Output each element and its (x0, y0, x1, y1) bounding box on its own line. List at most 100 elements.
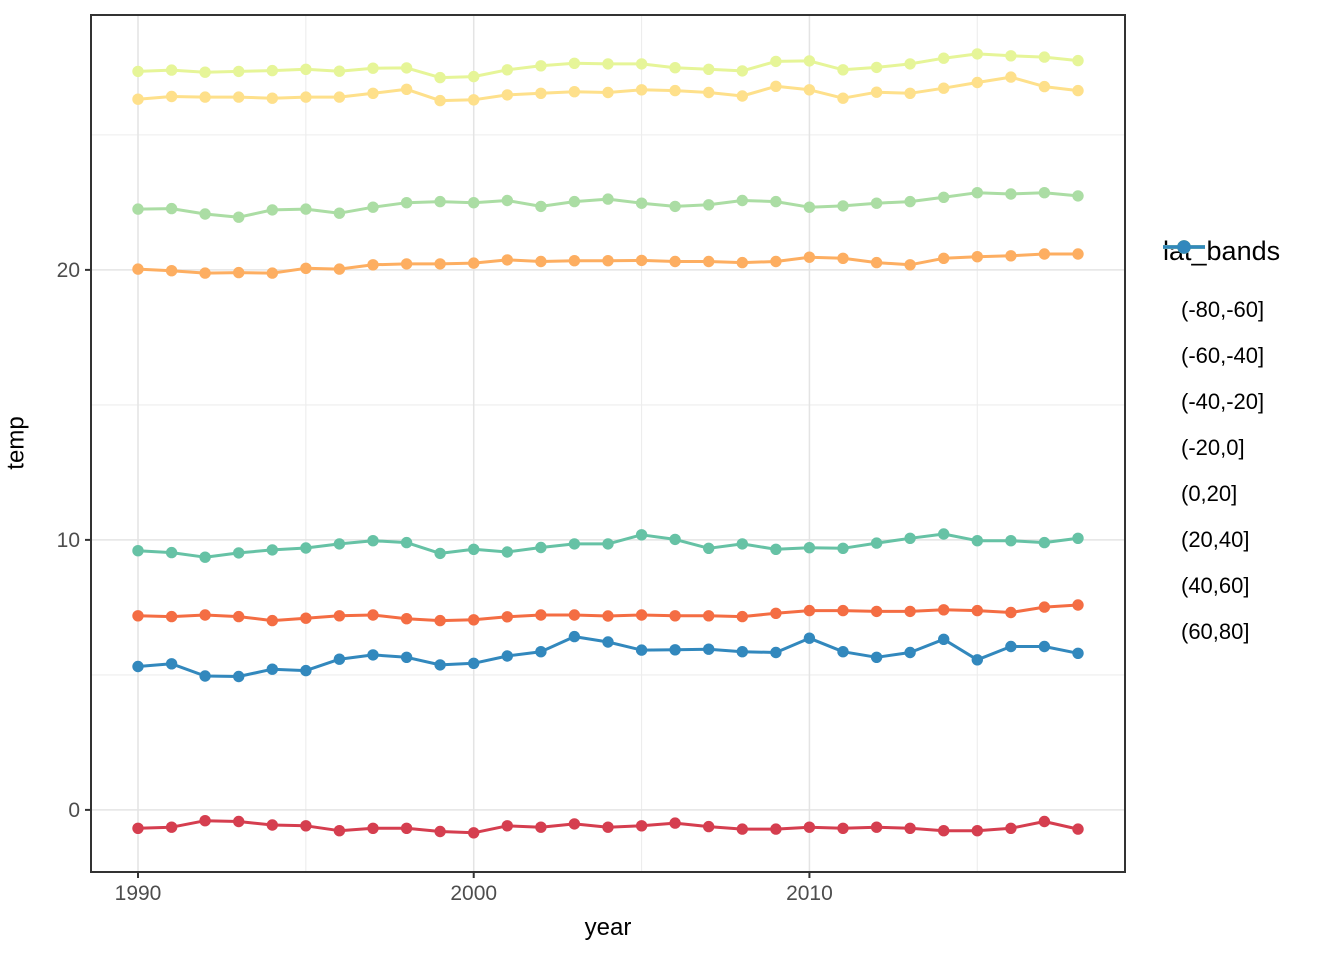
legend: lat_bands (-80,-60] (-60,-40] (-40,-20] (-2… (1163, 238, 1338, 655)
data-point (233, 266, 245, 279)
data-point (938, 604, 950, 616)
data-point (367, 259, 379, 271)
data-point (165, 610, 178, 623)
data-point (837, 92, 849, 104)
data-point (300, 612, 312, 624)
data-point (870, 821, 883, 833)
data-point (635, 644, 648, 656)
data-point (703, 820, 715, 833)
data-point (165, 658, 178, 670)
legend-item-label: (60,80] (1181, 619, 1250, 644)
data-point (736, 256, 748, 269)
data-point (736, 90, 748, 102)
data-point (837, 542, 849, 554)
y-axis-tick-label: 10 (57, 529, 80, 552)
data-point (568, 609, 581, 621)
data-point (837, 200, 849, 212)
data-point (333, 538, 346, 550)
data-point (468, 827, 480, 839)
data-point (971, 654, 983, 666)
x-axis-tick-label: 2010 (786, 882, 833, 905)
data-point (602, 86, 614, 99)
data-point (1038, 51, 1051, 63)
data-point (870, 197, 883, 209)
data-point (904, 195, 916, 208)
data-point (870, 86, 883, 98)
data-point (669, 200, 681, 213)
y-axis-tick-label: 20 (57, 259, 80, 282)
data-point (132, 263, 144, 275)
data-point (703, 542, 715, 554)
data-point (1005, 822, 1017, 834)
data-point (300, 91, 312, 103)
data-point (971, 76, 983, 89)
data-point (535, 200, 547, 213)
data-point (1038, 248, 1051, 260)
data-point (635, 254, 648, 267)
data-point (904, 87, 916, 100)
data-point (535, 87, 547, 100)
data-point (568, 630, 581, 643)
data-point (199, 815, 211, 827)
data-point (602, 821, 614, 833)
data-point (501, 611, 513, 623)
legend-key-point (1177, 240, 1191, 254)
data-point (803, 821, 816, 833)
data-point (870, 605, 883, 618)
data-point (535, 821, 547, 833)
data-point (938, 52, 950, 64)
data-point (803, 201, 816, 213)
data-point (635, 197, 648, 209)
data-point (367, 62, 379, 74)
legend-item: (20,40] (1163, 240, 1338, 563)
data-point (199, 670, 211, 682)
data-point (803, 55, 816, 67)
data-point (837, 822, 849, 834)
data-point (233, 670, 245, 683)
data-point (1072, 84, 1084, 97)
x-axis-tick-label: 2000 (450, 882, 497, 905)
data-point (703, 63, 715, 75)
data-point (1072, 248, 1084, 260)
data-point (1005, 535, 1017, 547)
data-point (1005, 250, 1017, 262)
data-point (669, 644, 681, 656)
data-point (132, 822, 144, 834)
legend-item-label: (20,40] (1181, 527, 1250, 552)
data-point (938, 191, 950, 203)
legend-items: (-80,-60] (-60,-40] (-40,-20] (-20,0] (0,20]… (1163, 240, 1338, 655)
data-point (870, 61, 883, 74)
data-point (468, 70, 480, 83)
data-point (669, 84, 681, 97)
data-point (233, 815, 245, 828)
data-point (870, 256, 883, 269)
data-point (468, 657, 480, 669)
data-point (971, 604, 983, 617)
data-point (837, 252, 849, 264)
data-point (367, 535, 379, 547)
legend-item-label: (0,20] (1181, 481, 1238, 506)
data-point (535, 255, 547, 268)
data-point (333, 653, 346, 665)
data-point (602, 255, 614, 267)
data-point (770, 823, 782, 835)
data-point (736, 194, 748, 207)
data-point (233, 547, 245, 559)
data-point (602, 58, 614, 70)
data-point (333, 91, 346, 103)
data-point (400, 258, 413, 270)
data-point (938, 528, 950, 540)
data-point (400, 651, 413, 663)
data-point (468, 197, 480, 209)
data-point (1005, 71, 1017, 83)
data-point (132, 660, 144, 673)
data-point (199, 66, 211, 78)
data-point (803, 604, 816, 617)
legend-key-marker (1163, 240, 1205, 254)
data-point (669, 533, 681, 546)
data-point (1005, 640, 1017, 653)
data-point (770, 255, 782, 268)
y-axis-tick-label: 0 (68, 799, 80, 822)
data-point (635, 820, 648, 832)
data-point (703, 86, 715, 99)
